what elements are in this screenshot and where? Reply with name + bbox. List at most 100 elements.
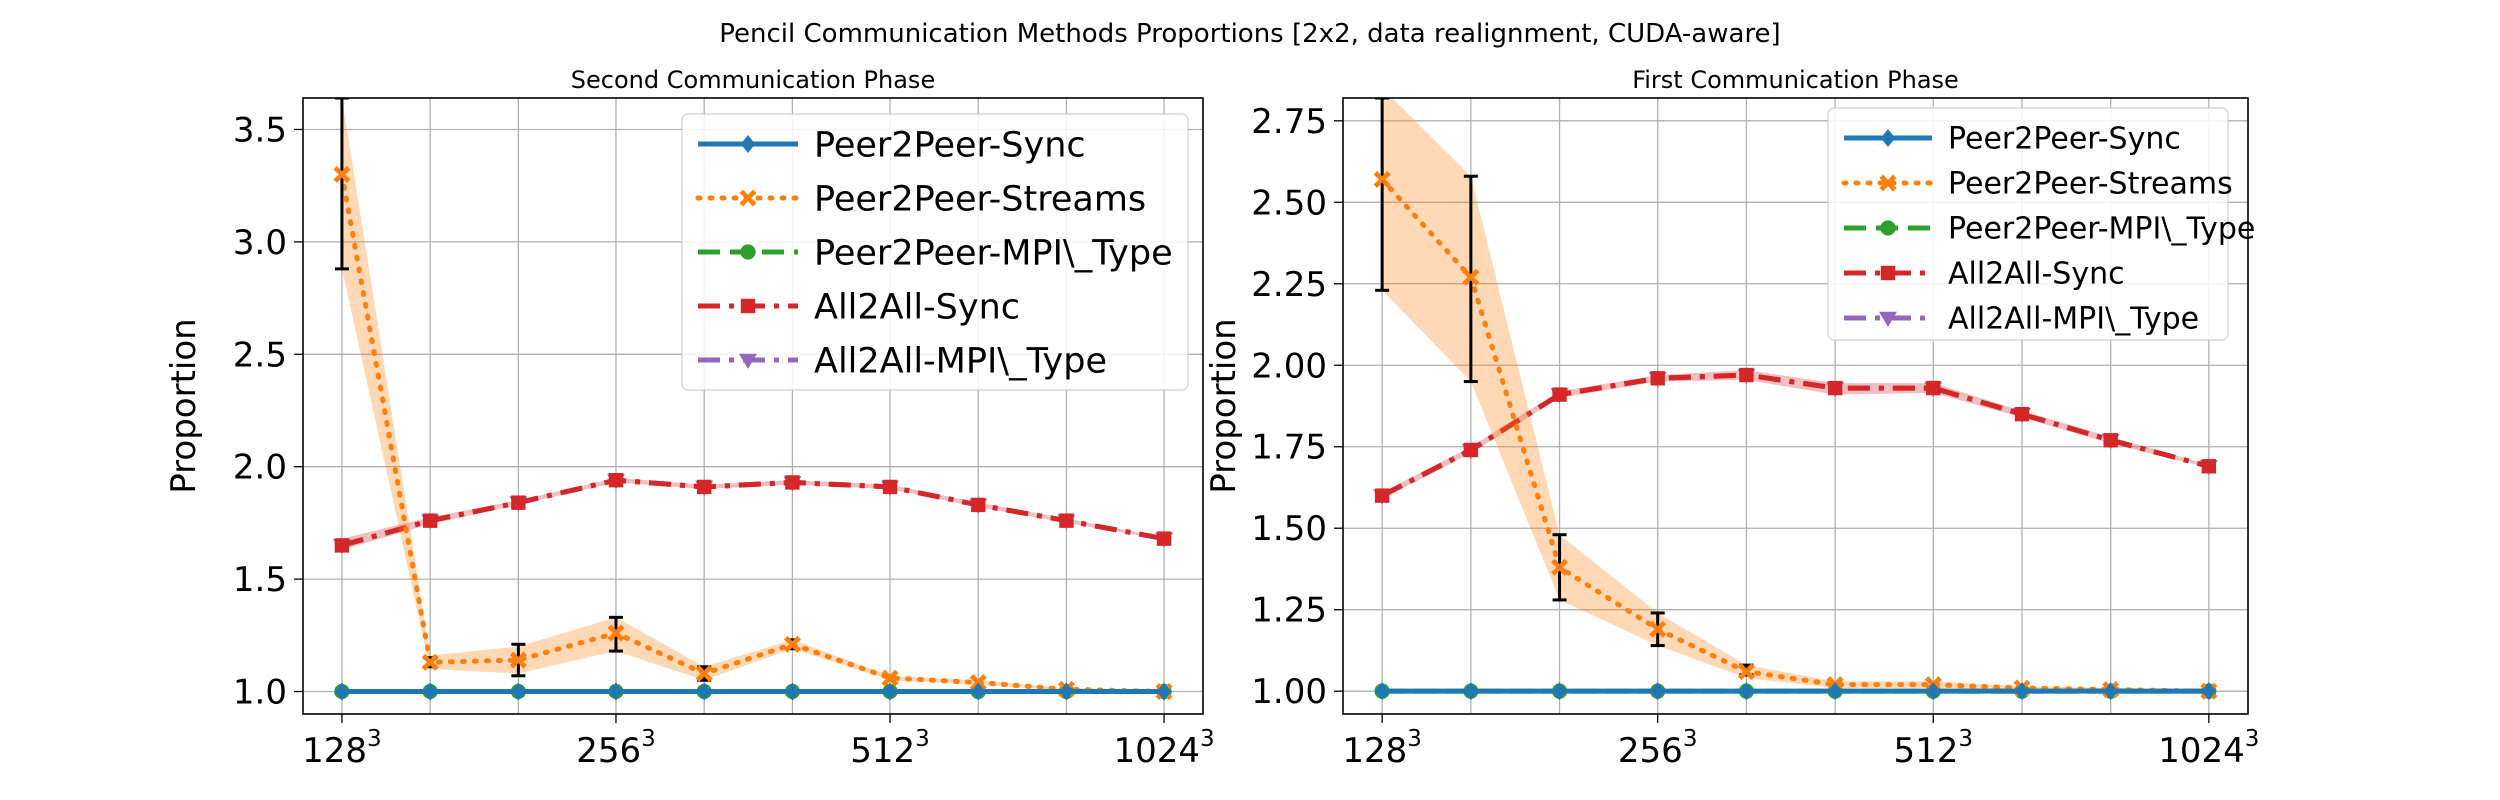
- legend-marker: [1880, 220, 1896, 236]
- panel-title: Second Communication Phase: [571, 66, 935, 94]
- data-point: [1373, 170, 1391, 189]
- data-point: [1739, 682, 1754, 701]
- data-point: [1737, 663, 1755, 681]
- data-point: [2014, 406, 2030, 422]
- y-axis-label: Proportion: [164, 318, 204, 493]
- y-tick-label: 3.5: [233, 110, 287, 150]
- legend-marker: [1880, 265, 1896, 281]
- data-point: [881, 669, 899, 687]
- data-point: [1552, 682, 1567, 701]
- legend-label: Peer2Peer-Streams: [814, 179, 1146, 219]
- legend-marker: [739, 189, 757, 207]
- figure-suptitle: Pencil Communication Methods Proportions…: [719, 19, 1780, 49]
- series-line: [341, 477, 1165, 548]
- legend-marker: [740, 135, 756, 153]
- plot-area: [1373, 98, 2218, 701]
- data-point: [334, 538, 350, 553]
- series-line: [339, 171, 1167, 695]
- data-point: [882, 479, 898, 495]
- data-point: [2201, 682, 2217, 701]
- chart-panel-first-phase: First Communication Phase 1.00 1.25 1.50 1.7…: [1204, 66, 2259, 771]
- y-tick-label: 1.50: [1251, 509, 1327, 549]
- data-point: [608, 682, 624, 701]
- data-point: [882, 682, 898, 701]
- data-point: [785, 682, 800, 701]
- y-tick-label: 1.75: [1251, 428, 1327, 468]
- x-tick-label: 5123: [1893, 726, 1973, 771]
- axes-frame: [1342, 97, 2249, 715]
- y-tick-label: 1.00: [1251, 672, 1327, 712]
- legend-entry: Peer2Peer-Streams: [695, 179, 1146, 219]
- x-tick-label: 1283: [1342, 726, 1422, 771]
- data-point: [1059, 513, 1074, 528]
- data-point: [971, 497, 986, 513]
- x-tick-label: 10243: [1113, 726, 1214, 771]
- legend-label: Peer2Peer-Streams: [1948, 167, 2233, 202]
- series-peer2peer-sync: [334, 682, 1172, 701]
- legend-entry: Peer2Peer-Streams: [1841, 167, 2233, 202]
- data-point: [1552, 387, 1567, 402]
- legend-entry: All2All-Sync: [1844, 257, 2125, 292]
- series-all2all-sync: [334, 472, 1172, 553]
- legend-label: All2All-Sync: [1948, 257, 2125, 292]
- series-all2all-sync: [1374, 367, 2217, 503]
- legend-label: Peer2Peer-Sync: [814, 125, 1086, 165]
- data-point: [1650, 371, 1665, 386]
- y-tick-label: 1.0: [233, 673, 287, 713]
- y-tick-label: 2.5: [233, 335, 287, 375]
- plot-area: [332, 98, 1174, 701]
- legend-label: Peer2Peer-Sync: [1948, 122, 2181, 157]
- data-point: [696, 479, 712, 495]
- legend-entry: Peer2Peer-Sync: [1844, 122, 2181, 157]
- data-point: [1462, 268, 1480, 286]
- legend-marker: [1880, 129, 1896, 147]
- x-tick-label: 2563: [1618, 726, 1698, 771]
- y-axis-label: Proportion: [1204, 318, 1244, 493]
- legend-label: Peer2Peer-MPI\_Type: [814, 233, 1173, 273]
- data-point: [1926, 380, 1941, 396]
- data-point: [1827, 380, 1843, 396]
- data-point: [1463, 682, 1479, 701]
- legend-label: All2All-MPI\_Type: [814, 341, 1107, 381]
- x-tick-label: 10243: [2158, 726, 2259, 771]
- legend-marker: [740, 244, 756, 260]
- y-tick-label: 1.25: [1251, 591, 1327, 631]
- legend-box: [681, 113, 1189, 391]
- series-line: [1380, 372, 2210, 498]
- data-point: [2103, 682, 2118, 701]
- legend-label: All2All-MPI\_Type: [1948, 302, 2199, 337]
- x-axis: 1283 2563 5123 10243: [302, 714, 1215, 771]
- data-point: [971, 682, 986, 701]
- data-point: [1650, 682, 1665, 701]
- data-point: [1463, 442, 1479, 458]
- legend: Peer2Peer-Sync Peer2Peer-Streams Peer2Peer…: [681, 113, 1189, 391]
- y-tick-label: 2.50: [1251, 183, 1327, 223]
- legend: Peer2Peer-Sync Peer2Peer-Streams Peer2Peer…: [1827, 107, 2255, 341]
- data-point: [696, 682, 712, 701]
- data-point: [1739, 367, 1754, 383]
- chart-panel-second-phase: Second Communication Phase 1.0 1.5 2.0 2.5 3.…: [164, 66, 1215, 771]
- data-point: [509, 651, 527, 669]
- legend-label: All2All-Sync: [814, 287, 1020, 327]
- data-point: [783, 635, 801, 653]
- series-peer2peer-streams: [333, 98, 1173, 701]
- y-tick-label: 2.25: [1251, 265, 1327, 305]
- data-point: [1374, 682, 1390, 701]
- y-tick-label: 2.00: [1251, 346, 1327, 386]
- data-point: [422, 513, 438, 528]
- legend-marker: [1879, 174, 1897, 192]
- y-tick-label: 3.0: [233, 223, 287, 263]
- legend-marker: [740, 298, 756, 314]
- data-point: [511, 682, 526, 701]
- data-point: [2014, 682, 2030, 701]
- x-tick-label: 5123: [850, 726, 930, 771]
- data-point: [1156, 682, 1172, 701]
- legend-entry: Peer2Peer-MPI\_Type: [1844, 212, 2255, 247]
- y-tick-label: 2.0: [233, 448, 287, 488]
- y-tick-label: 2.75: [1251, 102, 1327, 142]
- data-point: [1551, 558, 1569, 576]
- legend-label: Peer2Peer-MPI\_Type: [1948, 212, 2255, 247]
- legend-entry: All2All-Sync: [698, 287, 1020, 327]
- x-tick-label: 2563: [576, 726, 656, 771]
